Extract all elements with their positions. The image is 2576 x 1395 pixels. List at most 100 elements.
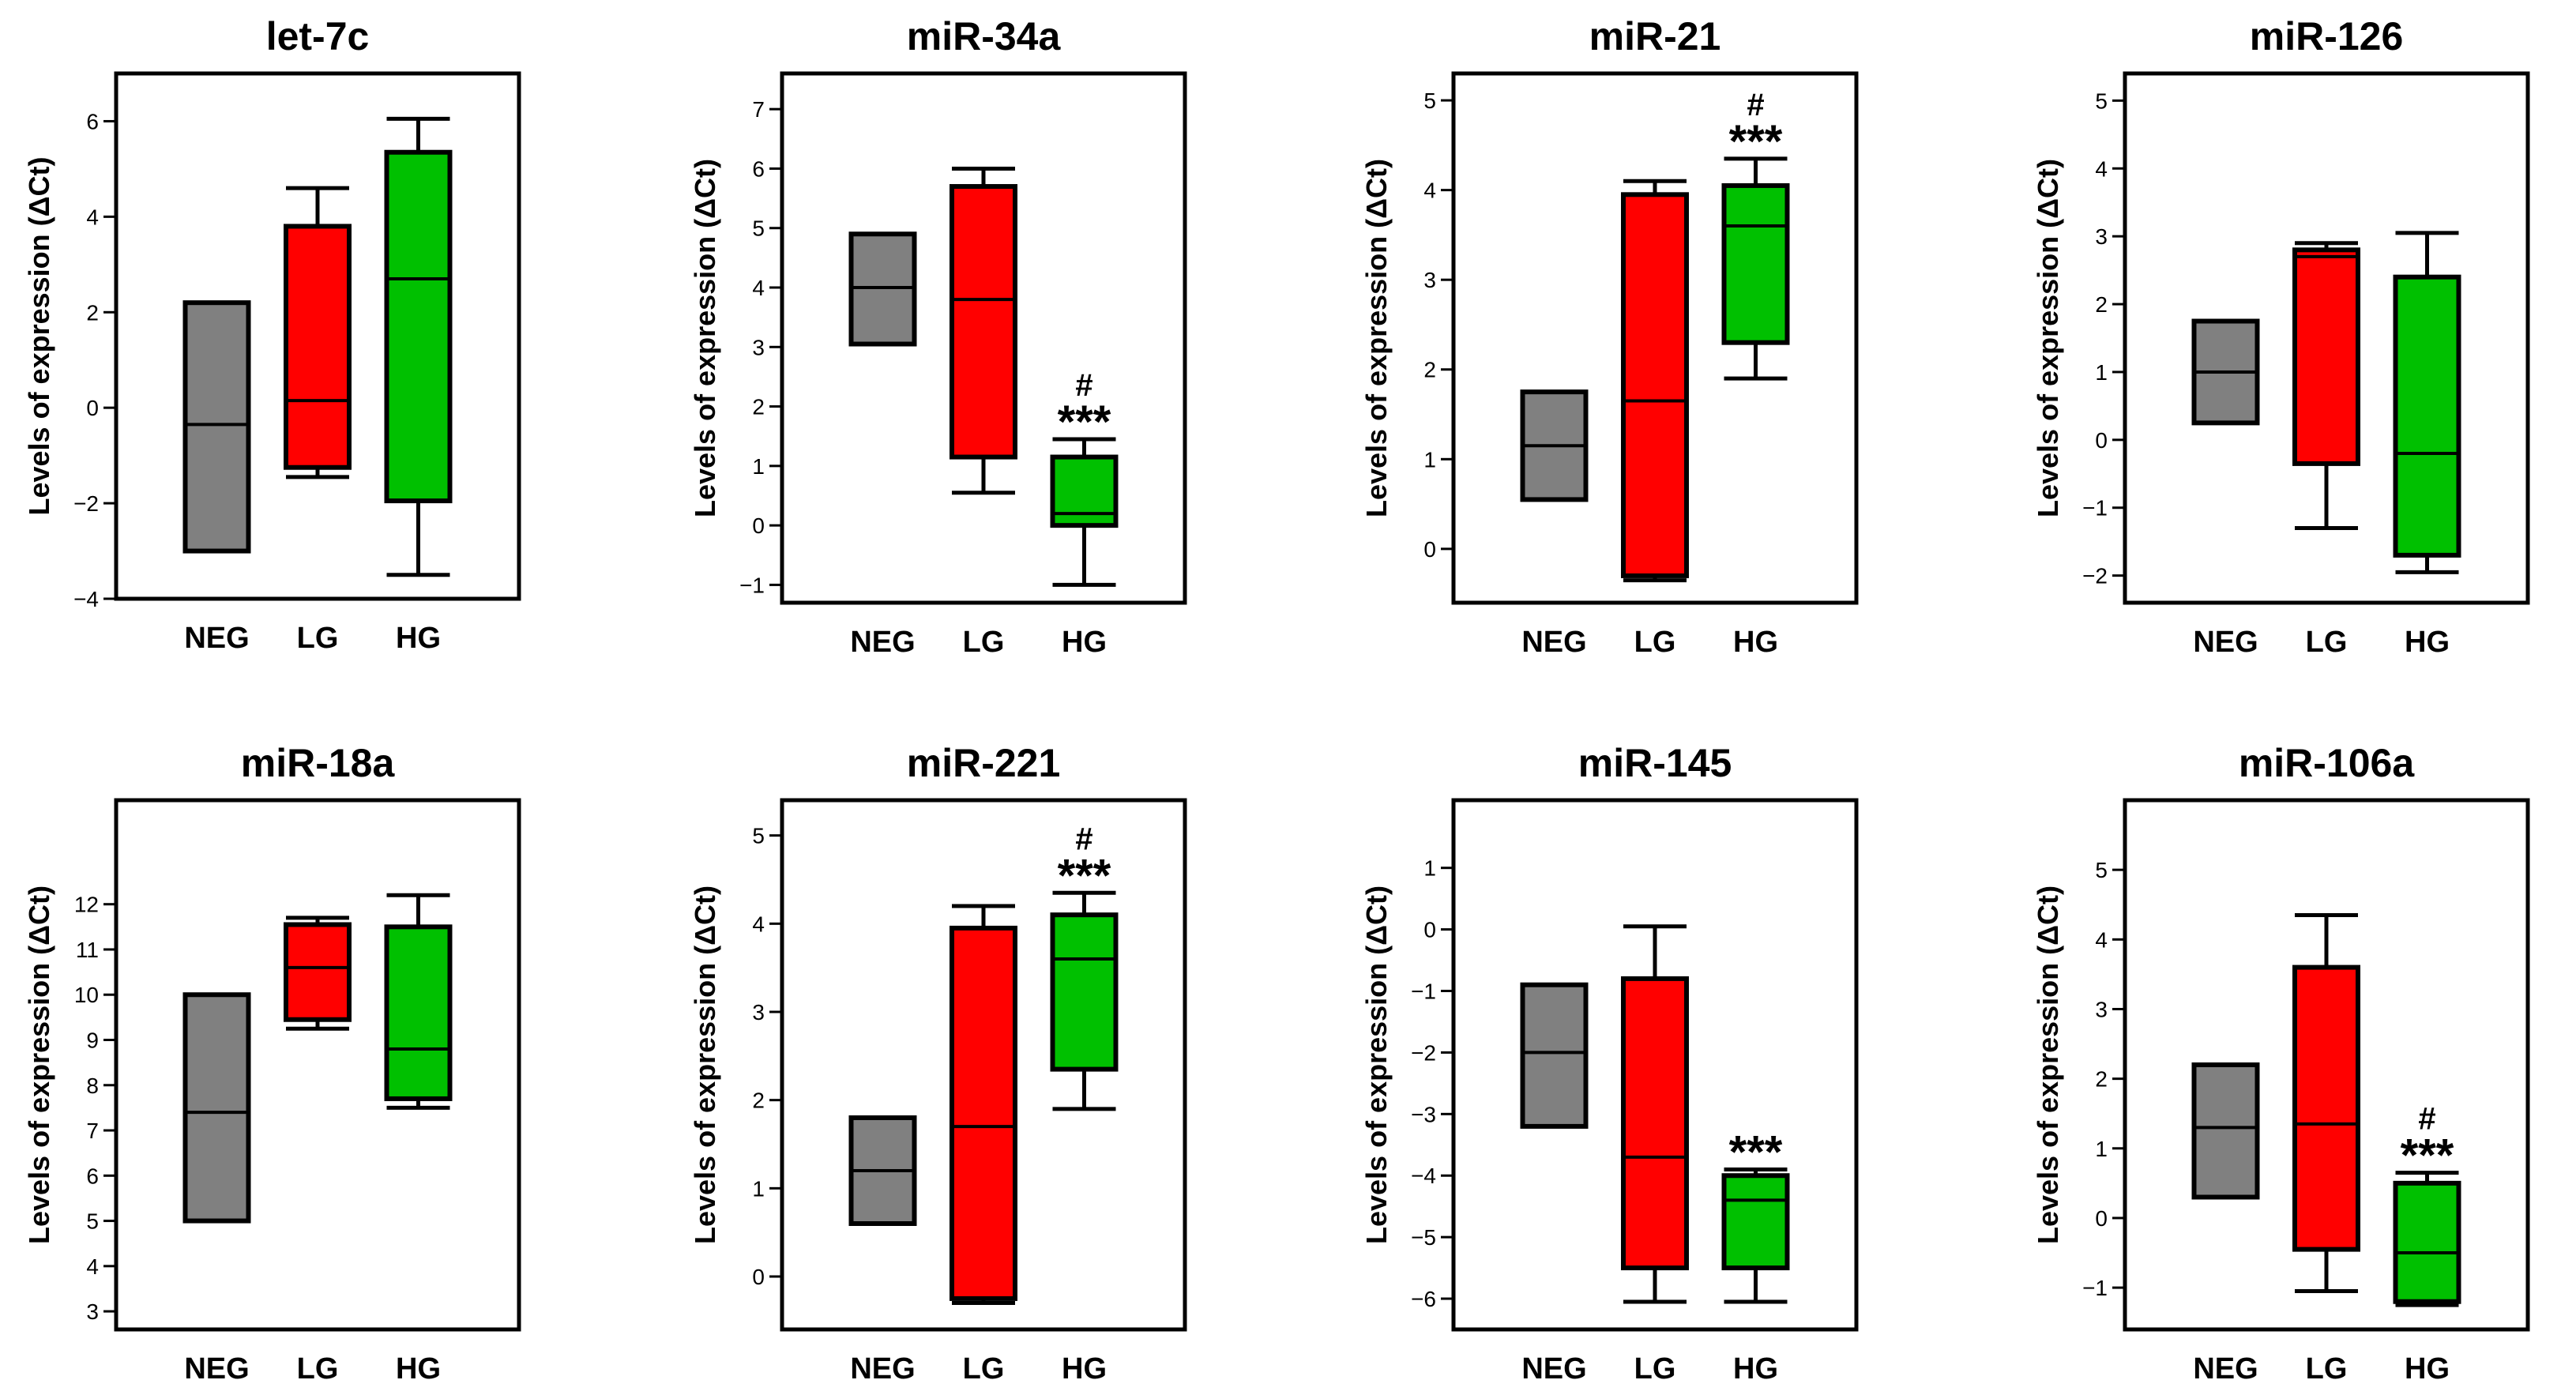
significance-stars: *** [1058, 850, 1111, 901]
box-NEG [1520, 389, 1589, 502]
box-LG [284, 916, 352, 1031]
box-HG [384, 893, 453, 1110]
box-HG [1050, 890, 1119, 1111]
significance-hash: # [1747, 88, 1764, 122]
plot-frame [780, 798, 1187, 1332]
chart-panel-miR-34a: miR-34a Levels of expression (ΔCt) −1 0 1 2 3 4… [689, 14, 1187, 659]
y-tick-label: 5 [2095, 88, 2108, 113]
iqr-box [2191, 1062, 2260, 1200]
x-category-label: LG [2306, 1352, 2348, 1386]
box-LG [2292, 241, 2360, 531]
chart-panel-miR-106a: miR-106a Levels of expression (ΔCt) −1 0 1 2 3… [2032, 741, 2530, 1386]
y-tick-label: 1 [752, 454, 765, 479]
chart-panel-miR-145: miR-145 Levels of expression (ΔCt) −6 −5 −4 −… [1360, 741, 1859, 1386]
y-tick-label: 1 [1423, 447, 1436, 472]
iqr-box [384, 149, 453, 504]
iqr-box [1050, 912, 1119, 1072]
x-category-label: LG [1634, 626, 1676, 659]
y-axis-label: Levels of expression (ΔCt) [1360, 159, 1393, 517]
y-tick-label: 2 [752, 395, 765, 419]
x-category-label: NEG [1521, 1352, 1586, 1386]
x-category-label: LG [963, 626, 1005, 659]
y-tick-label: 1 [752, 1176, 765, 1201]
iqr-box [2393, 1180, 2461, 1304]
x-category-label: HG [396, 622, 441, 655]
iqr-box [2393, 274, 2461, 558]
x-category-label: NEG [2193, 1352, 2258, 1386]
chart-title: miR-221 [907, 741, 1061, 785]
iqr-box [384, 924, 453, 1101]
x-category-label: NEG [184, 1352, 249, 1386]
x-category-label: LG [297, 622, 339, 655]
y-tick-label: 4 [86, 1254, 99, 1279]
y-tick-label: 5 [752, 824, 765, 848]
box-NEG [2191, 318, 2260, 426]
box-LG [284, 186, 352, 479]
iqr-box [1621, 976, 1689, 1271]
y-tick-label: 8 [86, 1074, 99, 1098]
iqr-box [182, 300, 251, 554]
y-tick-label: 10 [74, 983, 99, 1007]
box-NEG [2191, 1062, 2260, 1200]
y-tick-label: 0 [86, 396, 99, 420]
box-HG [1721, 1167, 1790, 1304]
y-tick-label: 0 [2095, 428, 2108, 453]
iqr-box [950, 925, 1017, 1301]
x-category-label: NEG [2193, 626, 2258, 659]
y-axis-label: Levels of expression (ΔCt) [2032, 886, 2064, 1244]
x-category-label: HG [1062, 626, 1107, 659]
significance-hash: # [1075, 822, 1092, 856]
plot-frame [2123, 71, 2530, 605]
y-tick-label: 0 [752, 1265, 765, 1289]
y-tick-label: 6 [86, 1164, 99, 1188]
x-category-label: HG [1733, 626, 1778, 659]
y-tick-label: 5 [752, 216, 765, 241]
y-tick-label: 4 [752, 276, 765, 300]
iqr-box [182, 992, 251, 1224]
box-HG [2393, 231, 2461, 574]
y-tick-label: 4 [2095, 927, 2108, 952]
y-tick-label: 4 [1423, 179, 1436, 203]
box-LG [1621, 179, 1689, 583]
y-tick-label: 1 [2095, 1137, 2108, 1161]
box-NEG [848, 231, 917, 347]
x-category-label: HG [2405, 626, 2450, 659]
y-tick-label: −1 [2082, 1276, 2108, 1300]
y-tick-label: 6 [86, 109, 99, 133]
y-tick-label: 3 [752, 1000, 765, 1025]
iqr-box [1050, 454, 1119, 528]
box-NEG [182, 992, 251, 1224]
x-category-label: HG [1062, 1352, 1107, 1386]
y-axis-label: Levels of expression (ΔCt) [689, 159, 721, 517]
significance-hash: # [1075, 368, 1092, 403]
y-tick-label: 3 [86, 1299, 99, 1324]
x-category-label: LG [297, 1352, 339, 1386]
y-tick-label: 3 [2095, 997, 2108, 1021]
box-NEG [848, 1115, 917, 1226]
y-tick-label: 4 [2095, 156, 2108, 181]
box-LG [950, 166, 1017, 495]
y-axis-label: Levels of expression (ΔCt) [23, 886, 55, 1244]
significance-hash: # [2418, 1102, 2435, 1137]
y-tick-label: −2 [1411, 1040, 1436, 1065]
y-tick-label: 2 [2095, 1067, 2108, 1092]
chart-title: let-7c [266, 14, 370, 58]
box-HG [1721, 156, 1790, 381]
y-tick-label: 5 [86, 1209, 99, 1234]
y-tick-label: −1 [739, 573, 765, 597]
plot-frame [2123, 798, 2530, 1332]
chart-panel-miR-126: miR-126 Levels of expression (ΔCt) −2 −1 0 1 2… [2032, 14, 2530, 659]
y-tick-label: −1 [2082, 496, 2108, 521]
x-category-label: HG [396, 1352, 441, 1386]
y-tick-label: −5 [1411, 1225, 1436, 1250]
y-tick-label: 2 [1423, 358, 1436, 382]
plot-frame [1451, 798, 1859, 1332]
x-category-label: LG [963, 1352, 1005, 1386]
y-tick-label: 1 [1423, 856, 1436, 881]
y-tick-label: 0 [1423, 918, 1436, 942]
y-tick-label: 9 [86, 1028, 99, 1053]
x-category-label: LG [1634, 1352, 1676, 1386]
iqr-box [1721, 182, 1790, 345]
y-tick-label: 5 [1423, 88, 1436, 113]
